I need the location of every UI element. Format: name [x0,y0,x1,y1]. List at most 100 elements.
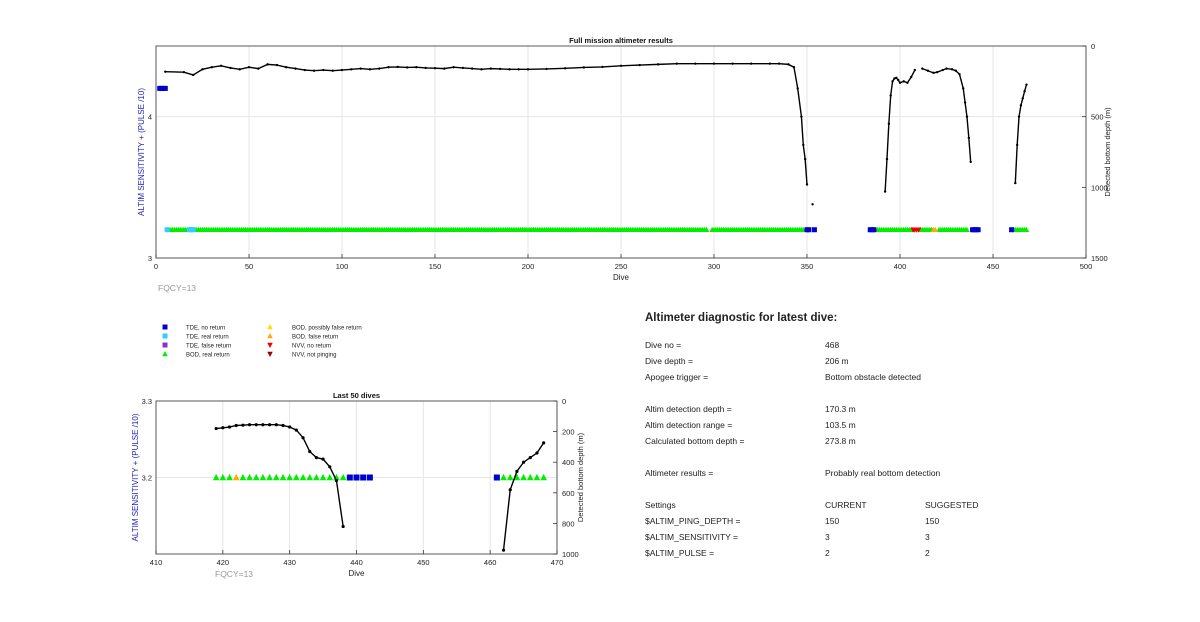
depth-point [891,80,894,83]
depth-point [210,66,213,69]
bod-real-return-marker [964,226,970,232]
y-right-tick-label: 0 [1091,42,1095,51]
bod-real-return-marker [520,473,527,481]
diagnostic-title: Altimeter diagnostic for latest dive: [645,312,838,324]
depth-point [214,426,218,431]
pulse-label: $ALTIM_PULSE = [645,548,715,558]
depth-point [452,66,455,69]
depth-point [489,67,492,70]
depth-point [328,465,332,469]
depth-point [321,457,325,461]
x-axis-label: Dive [348,569,365,578]
bod-real-return-marker [273,473,280,481]
results-label: Altimeter results = [645,468,714,478]
depth-point [314,456,318,460]
depth-line [165,62,808,185]
tde-no-return-marker [811,227,817,233]
y-left-tick-label: 3 [148,254,152,263]
depth-point [378,67,381,70]
y-right-tick-label: 0 [562,397,566,406]
legend-marker [162,324,168,330]
depth-point [1014,181,1017,185]
bod-real-return-marker [246,473,253,481]
pulse-current: 2 [825,548,830,558]
depth-point [227,425,232,429]
depth-point [294,67,297,70]
depth-point [582,66,585,69]
legend-marker [267,351,273,357]
depth-point [963,101,967,104]
depth-point [322,68,325,72]
depth-point [396,65,399,69]
y-right-axis-label: Detected bottom depth (m) [576,432,585,522]
bod-real-return-marker [259,473,267,481]
bod-real-return-marker [533,473,541,481]
dive-no-value: 468 [825,340,840,350]
tde-no-return-marker [162,85,168,91]
depth-point [962,87,965,90]
y-right-tick-label: 800 [562,519,575,528]
bod-real-return-marker [506,473,514,481]
results-row: Altimeter results = Probably real bottom… [645,468,1165,484]
depth-point [1019,104,1023,107]
depth-point [926,69,930,72]
depth-point [889,94,892,97]
depth-point [712,62,716,65]
depth-point [564,67,567,70]
depth-point [967,136,971,140]
last-50-dives-chart: 410 420 430 440 450 460 470 3.2 3.3 0 200 400 600 800… [131,391,585,579]
depth-point [932,71,935,75]
chart-title: Last 50 dives [333,391,380,400]
nvv-no-return-marker [915,227,922,233]
depth-point [803,157,807,161]
tde-real-return-marker [164,227,170,233]
bod-false-return-marker [232,473,240,481]
settings-label: Settings [645,500,676,510]
depth-point [301,436,305,440]
x-tick-label: 300 [708,262,721,271]
bod-real-return-marker [219,473,227,481]
depth-point [359,67,362,70]
bod-real-return-marker [252,473,260,481]
bod-real-return-marker [239,473,247,481]
depth-point [883,190,887,193]
depth-point [965,115,969,118]
x-tick-label: 430 [283,558,296,567]
depth-point [1017,115,1021,118]
tde-no-return-marker [493,474,500,481]
depth-point [800,115,803,118]
depth-point [303,68,306,72]
depth-point [731,62,734,65]
legend-label: NVV, not pinging [292,353,336,359]
depth-point [777,62,781,65]
bod-real-return-marker [279,473,287,481]
x-axis-label: Dive [613,273,630,282]
bod-false-return-marker [932,226,939,232]
legend-label: NVV, no return [292,344,331,350]
x-tick-label: 400 [894,262,907,271]
x-tick-label: 460 [484,558,497,567]
y-left-axis-label: ALTIM SENSITIVITY + (PULSE /10) [131,413,140,541]
depth-point [257,67,260,70]
depth-point [954,69,957,72]
depth-point [201,68,204,71]
depth-point [802,143,805,147]
depth-point [261,423,265,427]
legend-marker [162,342,168,348]
depth-point [274,423,278,427]
y-right-tick-label: 500 [1091,113,1104,122]
depth-point [1023,90,1026,93]
depth-point [941,68,944,72]
det-range-label: Altim detection range = [645,420,733,430]
depth-point [601,65,604,69]
depth-point [906,81,909,84]
depth-point [164,70,167,73]
depth-point [787,63,790,66]
dive-depth-label: Dive depth = [645,356,693,366]
settings-header-row: Settings CURRENT SUGGESTED [645,500,1165,516]
depth-point [294,428,298,432]
tde-no-return-marker [1009,227,1015,233]
legend-marker [162,351,168,357]
legend-label: TDE, no return [186,326,225,332]
depth-point [528,456,532,460]
